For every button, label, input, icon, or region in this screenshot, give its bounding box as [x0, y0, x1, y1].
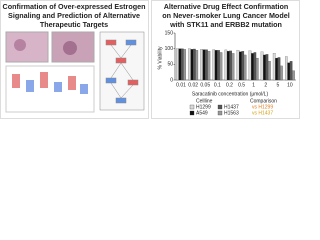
bar: [207, 51, 211, 81]
legend-label: H1563: [224, 110, 239, 116]
legend-title: Cellline: [196, 98, 213, 104]
bar: [241, 51, 245, 81]
x-tick-label: 0.5: [238, 82, 245, 88]
y-tick-label: 0: [170, 77, 173, 83]
comparison-label: vs H1437: [252, 110, 273, 116]
tissue-images: [5, 31, 95, 63]
x-tick-label: 5: [276, 82, 279, 88]
box: [54, 82, 62, 92]
node: [125, 39, 137, 46]
bar: [289, 61, 293, 81]
bar: [248, 50, 252, 81]
left-title: Signaling and Prediction of Alternative: [8, 11, 140, 20]
boxplot-frame: [5, 65, 95, 113]
bar: [280, 65, 283, 81]
bar: [193, 48, 196, 81]
y-tick-label: 50: [167, 62, 173, 68]
bar: [260, 51, 264, 81]
bar: [202, 49, 206, 81]
bar: [229, 50, 232, 81]
bar: [214, 50, 218, 81]
chart-title: Alternative Drug Effect Confirmation: [164, 2, 289, 11]
tissue-texture: [63, 41, 77, 55]
x-tick-label: 0.01: [176, 82, 186, 88]
legend-swatch: [189, 104, 195, 110]
bar: [190, 49, 194, 81]
bar: [231, 53, 235, 81]
tissue-texture: [14, 39, 26, 51]
legend-swatch: [217, 104, 223, 110]
node: [115, 97, 127, 104]
bar: [275, 57, 278, 81]
boxplots: [5, 65, 95, 113]
bar: [243, 54, 247, 81]
bar: [263, 54, 266, 81]
bar: [285, 56, 288, 81]
page: Confirmation of Over-expressed Estrogen …: [0, 0, 300, 119]
bar: [253, 52, 257, 81]
bar: [236, 50, 240, 81]
left-title: Therapeutic Targets: [40, 20, 108, 29]
chart-title: on Never-smoker Lung Cancer Model: [162, 11, 289, 20]
node: [115, 57, 127, 64]
x-tick-label: 1: [252, 82, 255, 88]
y-tick-label: 100: [165, 46, 174, 52]
network-diagram: [99, 31, 145, 111]
bar: [188, 48, 191, 81]
bar: [239, 51, 242, 81]
bar: [200, 49, 203, 81]
bar: [268, 61, 271, 81]
bar: [176, 48, 179, 81]
bar: [272, 53, 276, 81]
legend-swatch: [217, 110, 223, 116]
node: [105, 39, 117, 46]
bar: [287, 62, 291, 81]
left-title: Confirmation of Over-expressed Estrogen: [3, 2, 146, 11]
x-tick-label: 2: [264, 82, 267, 88]
bar: [178, 48, 182, 81]
x-tick-label: 0.02: [188, 82, 198, 88]
x-axis-label: Saracatinib concentration (μmol/L): [192, 91, 269, 97]
comparison-title: Comparison: [250, 98, 277, 104]
box: [68, 76, 76, 90]
bar: [183, 49, 186, 81]
y-axis-label: % Viability: [157, 46, 163, 69]
bar: [277, 57, 281, 81]
node: [127, 79, 139, 86]
box: [80, 84, 88, 94]
bar: [219, 52, 223, 81]
bar: [212, 49, 216, 81]
bar: [180, 48, 184, 81]
legend-swatch: [189, 110, 195, 116]
bar: [292, 70, 295, 81]
tissue-image: [5, 31, 49, 63]
edge: [110, 44, 134, 99]
bar: [226, 51, 230, 81]
box: [26, 80, 34, 92]
y-tick-label: 150: [165, 30, 174, 36]
legend-label: A549: [196, 110, 208, 116]
bar: [265, 54, 269, 81]
x-tick-label: 10: [287, 82, 293, 88]
box: [40, 72, 48, 88]
x-tick-label: 0.05: [200, 82, 210, 88]
chart-title: with STK11 and ERBB2 mutation: [169, 20, 282, 29]
bar: [224, 49, 228, 81]
legend-label: H1437: [224, 104, 239, 110]
bar: [205, 49, 208, 81]
bar: [255, 57, 259, 81]
bar: [195, 50, 199, 81]
node: [105, 77, 117, 84]
legend-label: H1299: [196, 104, 211, 110]
bar: [217, 50, 220, 81]
bar: [251, 53, 254, 81]
box: [12, 74, 20, 88]
x-tick-label: 0.1: [214, 82, 221, 88]
comparison-label: vs H1299: [252, 104, 273, 110]
x-tick-label: 0.2: [226, 82, 233, 88]
